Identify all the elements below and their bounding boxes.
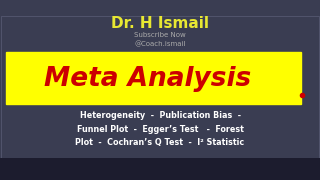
Text: Dr. H Ismail: Dr. H Ismail: [111, 15, 209, 30]
Text: Funnel Plot  -  Egger’s Test   -  Forest: Funnel Plot - Egger’s Test - Forest: [76, 125, 244, 134]
FancyBboxPatch shape: [0, 158, 320, 180]
Text: Heterogeneity  -  Publication Bias  -: Heterogeneity - Publication Bias -: [79, 111, 241, 120]
Text: @Coach.ismail: @Coach.ismail: [134, 41, 186, 47]
FancyBboxPatch shape: [6, 52, 301, 104]
Text: Subscribe Now: Subscribe Now: [134, 32, 186, 38]
Text: Plot  -  Cochran’s Q Test  -  I² Statistic: Plot - Cochran’s Q Test - I² Statistic: [76, 138, 244, 147]
Text: Meta Analysis: Meta Analysis: [44, 66, 252, 92]
